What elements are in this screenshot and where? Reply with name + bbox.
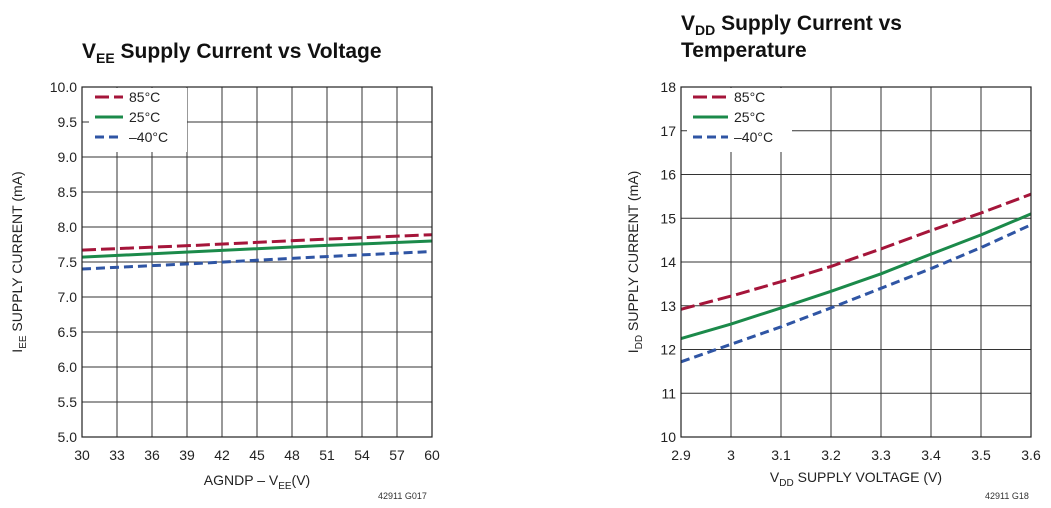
y-tick-label: 13 — [660, 298, 676, 314]
x-tick-label: 3.3 — [871, 447, 891, 463]
legend-background — [687, 88, 792, 152]
y-tick-label: 18 — [660, 79, 676, 95]
x-tick-label: 30 — [74, 447, 90, 463]
chart-title-line2: Temperature — [681, 39, 807, 62]
y-axis-label: IDD SUPPLY CURRENT (mA) — [625, 171, 645, 353]
y-tick-label: 7.0 — [58, 289, 78, 305]
x-tick-label: 36 — [144, 447, 160, 463]
x-tick-label: 42 — [214, 447, 230, 463]
legend-label: 25°C — [734, 109, 765, 125]
legend-label: –40°C — [129, 129, 168, 145]
x-tick-label: 3.1 — [771, 447, 791, 463]
y-tick-label: 7.5 — [58, 254, 78, 270]
plot-frame — [81, 86, 433, 438]
series-line-2 — [81, 239, 433, 259]
legend-label: –40°C — [734, 129, 773, 145]
series-lines — [680, 192, 1032, 364]
y-tick-label: 6.0 — [58, 359, 78, 375]
y-tick-label: 6.5 — [58, 324, 78, 340]
x-tick-label: 2.9 — [671, 447, 691, 463]
x-tick-labels: 30 33 36 39 42 45 48 51 54 57 60 — [74, 447, 440, 463]
y-tick-label: 17 — [660, 123, 676, 139]
y-tick-label: 9.0 — [58, 149, 78, 165]
y-tick-labels: 5.0 5.5 6.0 6.5 7.0 7.5 8.0 8.5 9.0 9.5 10.0 — [50, 79, 77, 445]
x-tick-label: 3.5 — [971, 447, 991, 463]
legend-label: 25°C — [129, 109, 160, 125]
y-tick-label: 10 — [660, 429, 676, 445]
legend-label: 85°C — [129, 89, 160, 105]
x-tick-label: 45 — [249, 447, 265, 463]
x-tick-label: 48 — [284, 447, 300, 463]
legend-label: 85°C — [734, 89, 765, 105]
series-lines — [81, 233, 433, 271]
figure-id: 42911 G017 — [378, 491, 427, 501]
series-line-3 — [680, 223, 1032, 364]
legend-background — [89, 88, 187, 152]
y-tick-label: 14 — [660, 254, 676, 270]
chart-title: VEE Supply Current vs Voltage — [82, 40, 382, 66]
x-tick-label: 3.2 — [821, 447, 841, 463]
x-tick-label: 60 — [424, 447, 440, 463]
y-tick-label: 5.0 — [58, 429, 78, 445]
x-axis-label: VDD SUPPLY VOLTAGE (V) — [770, 469, 942, 489]
series-line-1 — [81, 233, 433, 252]
legend: 85°C 25°C –40°C — [687, 88, 792, 152]
chart-vee-supply-current: VEE Supply Current vs Voltage 85°C 25°C –4… — [9, 40, 440, 501]
y-tick-label: 5.5 — [58, 394, 78, 410]
x-tick-label: 33 — [109, 447, 125, 463]
x-tick-label: 39 — [179, 447, 195, 463]
y-tick-label: 16 — [660, 167, 676, 183]
y-tick-label: 11 — [661, 385, 676, 401]
plot-frame — [680, 86, 1032, 438]
x-tick-label: 57 — [389, 447, 405, 463]
y-tick-label: 9.5 — [58, 114, 78, 130]
x-axis-label: AGNDP – VEE(V) — [204, 472, 310, 492]
y-axis-label: IEE SUPPLY CURRENT (mA) — [9, 171, 29, 352]
chart-vdd-supply-current: VDD Supply Current vs Temperature 85°C 25… — [625, 12, 1041, 501]
series-line-1 — [680, 192, 1032, 311]
x-tick-label: 3.4 — [921, 447, 941, 463]
y-tick-label: 12 — [660, 342, 676, 358]
chart-title-line1: VDD Supply Current vs — [681, 12, 902, 38]
y-tick-label: 10.0 — [50, 79, 77, 95]
y-tick-label: 15 — [660, 210, 676, 226]
x-tick-label: 3.6 — [1021, 447, 1041, 463]
series-line-3 — [81, 250, 433, 271]
y-tick-labels: 10 11 12 13 14 15 16 17 18 — [660, 79, 676, 445]
y-tick-label: 8.0 — [58, 219, 78, 235]
x-tick-label: 54 — [354, 447, 370, 463]
x-tick-label: 51 — [319, 447, 335, 463]
x-tick-label: 3 — [727, 447, 735, 463]
figure-id: 42911 G18 — [985, 491, 1029, 501]
legend: 85°C 25°C –40°C — [89, 88, 187, 152]
series-line-2 — [680, 212, 1032, 341]
y-tick-label: 8.5 — [58, 184, 78, 200]
x-tick-labels: 2.9 3 3.1 3.2 3.3 3.4 3.5 3.6 — [671, 447, 1041, 463]
